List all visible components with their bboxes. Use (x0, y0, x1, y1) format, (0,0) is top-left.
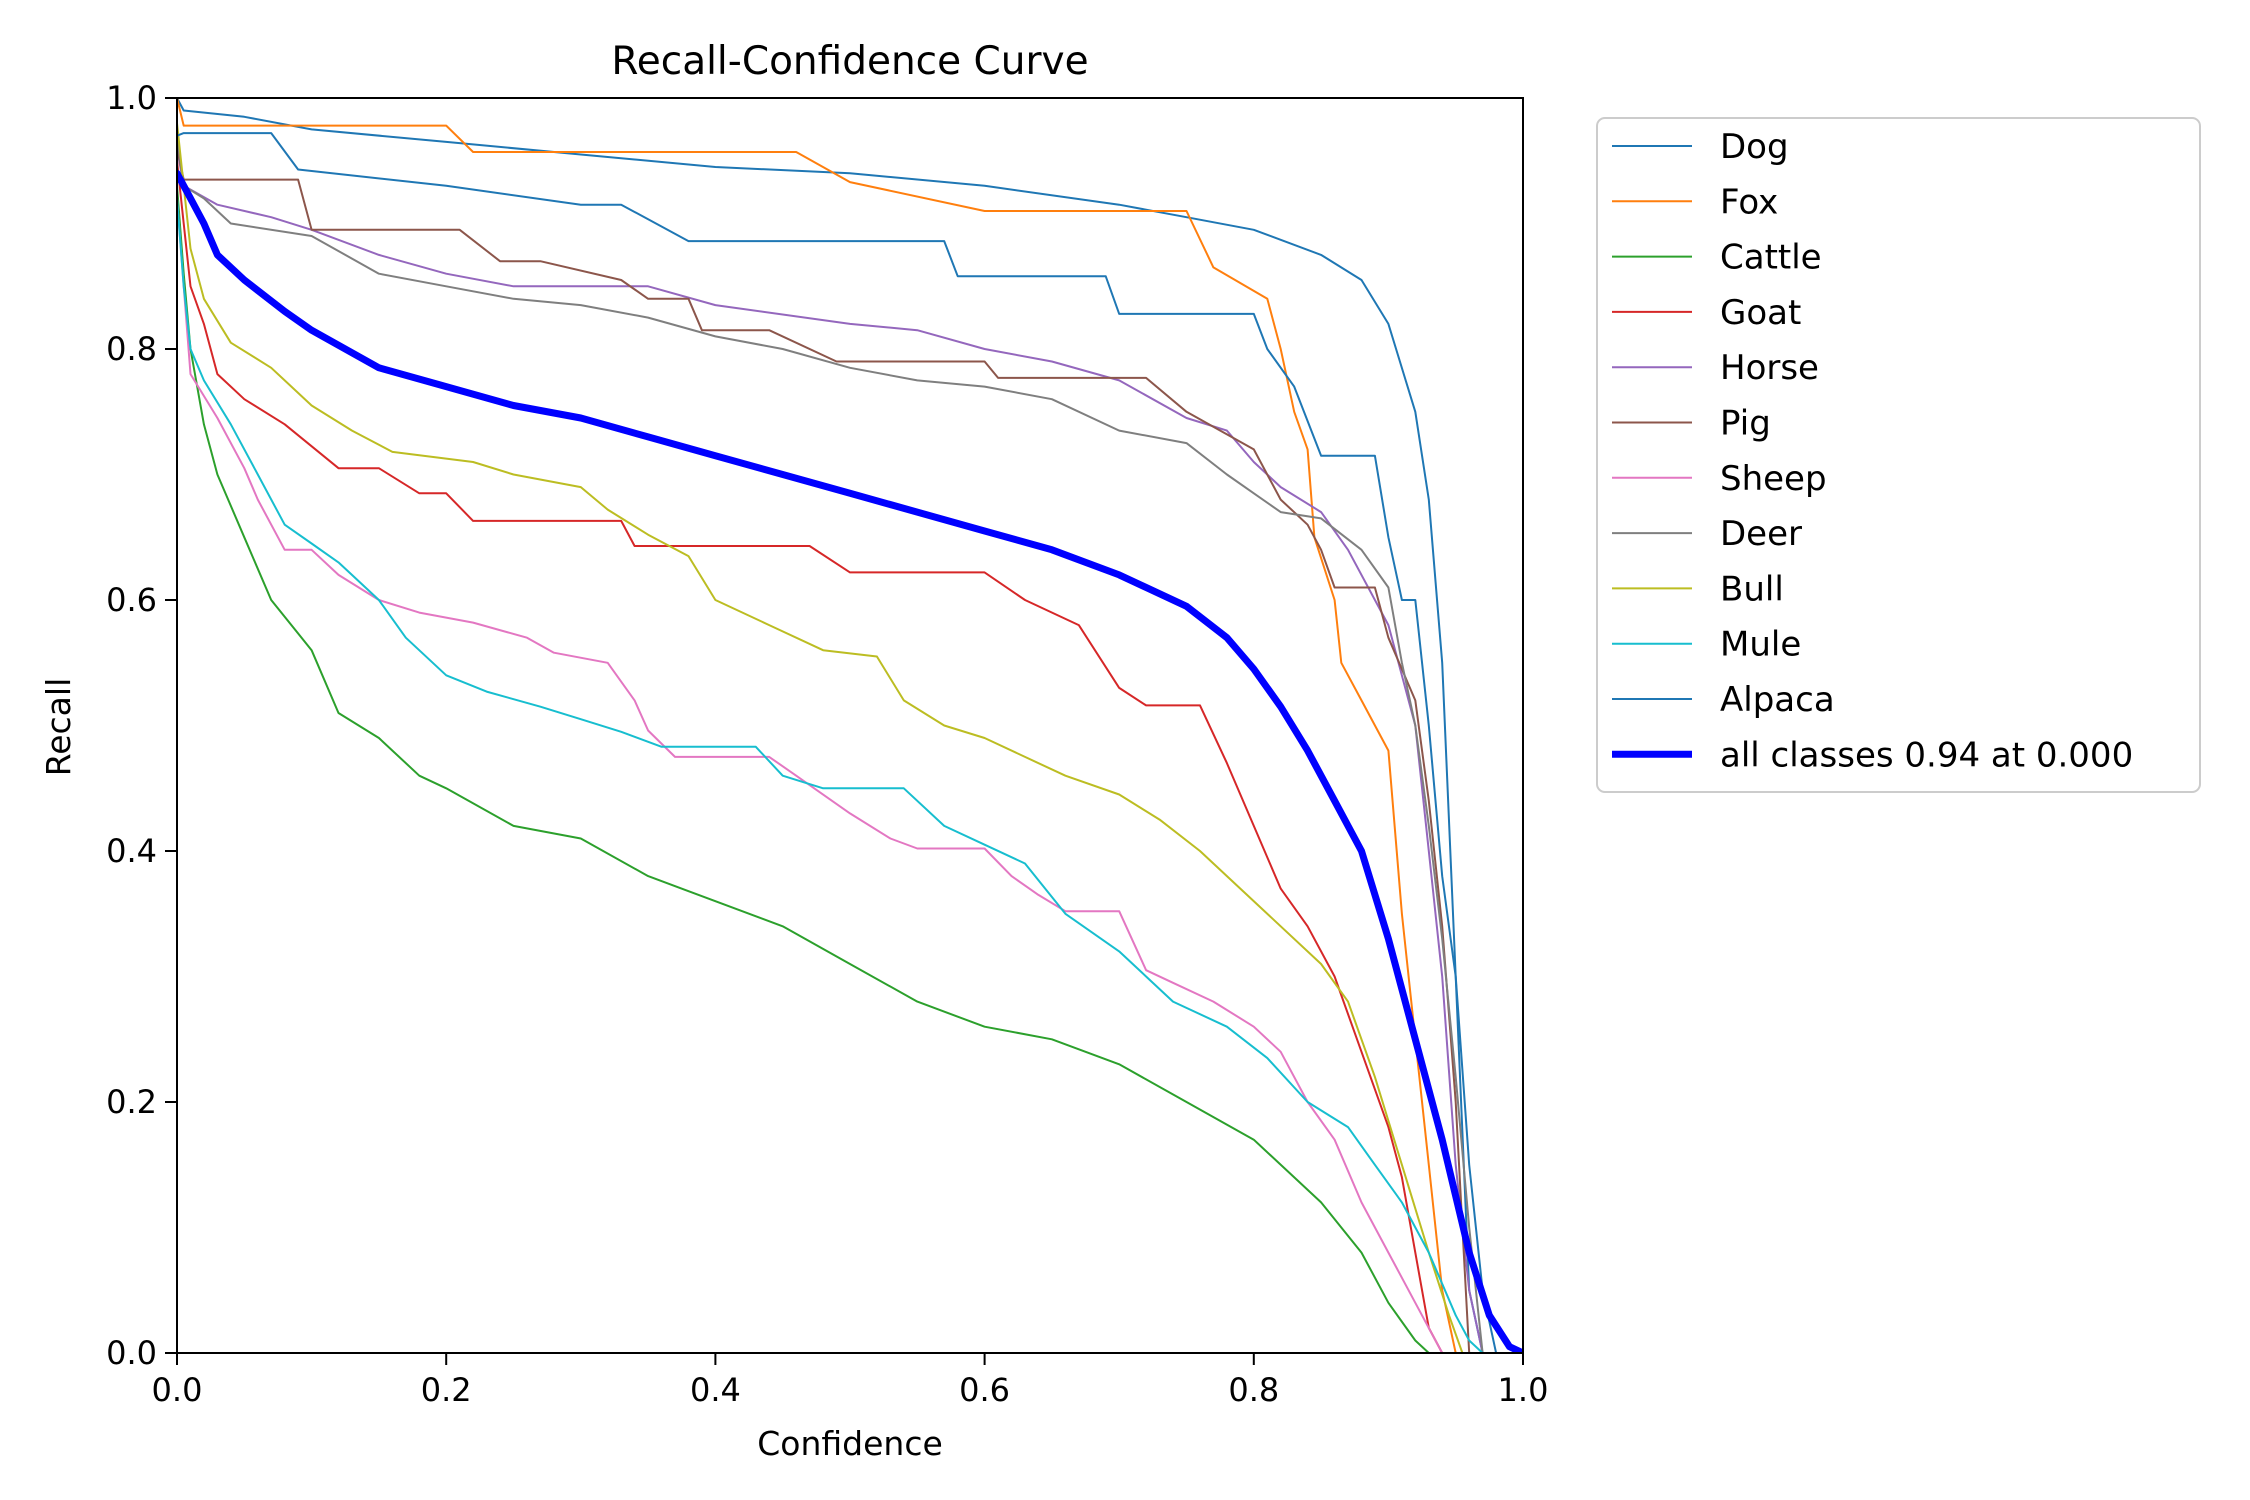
axis-ticks: 0.0 0.2 0.4 0.6 0.8 1.0 0.0 0.2 0.4 0.6 0.8 1.0 (106, 79, 1548, 1409)
plot-frame (176, 97, 1524, 1354)
x-tick-label: 1.0 (1498, 1371, 1549, 1409)
x-axis-label: Confidence (757, 1424, 943, 1463)
x-tick-label: 0.2 (421, 1371, 472, 1409)
y-tick-label: 1.0 (106, 79, 157, 117)
series-line-deer (177, 135, 1523, 1353)
series-layer (177, 98, 1523, 1353)
x-tick-label: 0.8 (1228, 1371, 1279, 1409)
chart-title: Recall-Confidence Curve (611, 39, 1088, 84)
y-axis-label: Recall (39, 678, 78, 776)
legend: Dog Fox Cattle Goat Horse Pig Sheep Deer Bull Mul… (1596, 117, 2201, 793)
legend-label: Horse (1720, 348, 1819, 388)
series-line-alpaca (177, 132, 1523, 1353)
series-line-fox (177, 98, 1523, 1353)
series-line-bull (177, 122, 1523, 1353)
legend-frame (1596, 117, 2201, 793)
legend-label: Cattle (1720, 238, 1822, 278)
legend-label: Goat (1720, 293, 1801, 333)
legend-label: Fox (1720, 182, 1778, 222)
x-tick-label: 0.0 (152, 1371, 203, 1409)
series-line-mule (177, 198, 1523, 1353)
y-tick-label: 0.0 (106, 1334, 157, 1372)
series-line-pig (177, 147, 1523, 1353)
legend-label: Sheep (1720, 459, 1827, 499)
series-line-sheep (177, 198, 1523, 1353)
series-line-goat (177, 160, 1523, 1353)
y-tick-label: 0.6 (106, 581, 157, 619)
y-tick-label: 0.4 (106, 832, 157, 870)
legend-label: Dog (1720, 127, 1789, 167)
series-line-dog (177, 98, 1523, 1353)
y-tick-label: 0.8 (106, 330, 157, 368)
x-tick-label: 0.4 (690, 1371, 741, 1409)
legend-label: Pig (1720, 404, 1771, 444)
series-line-cattle (177, 185, 1523, 1353)
legend-label: Mule (1720, 625, 1801, 665)
legend-label: Alpaca (1720, 680, 1835, 720)
legend-label: Deer (1720, 514, 1802, 554)
series-line-all-classes (177, 169, 1523, 1353)
legend-label: all classes 0.94 at 0.000 (1720, 735, 2133, 775)
y-tick-label: 0.2 (106, 1083, 157, 1121)
legend-label: Bull (1720, 569, 1784, 609)
x-tick-label: 0.6 (959, 1371, 1010, 1409)
series-line-horse (177, 148, 1523, 1353)
